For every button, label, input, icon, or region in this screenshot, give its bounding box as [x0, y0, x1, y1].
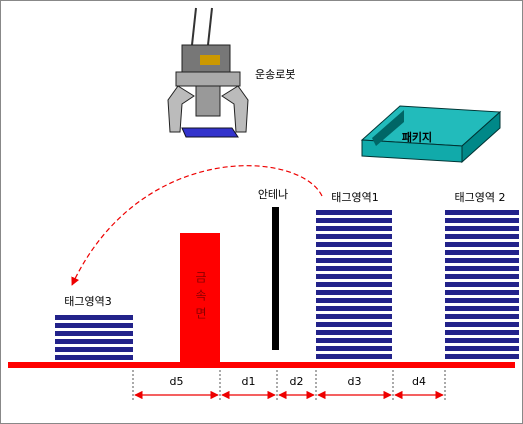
tag-stripe [445, 210, 519, 215]
tag-stripe [445, 322, 519, 327]
metal-plate [180, 233, 220, 365]
tag-area-label: 태그영역1 [331, 191, 378, 204]
tag-stripe [55, 339, 133, 344]
dimensions: d5 d1 d2 d3 d4 [132, 370, 446, 402]
robot-label: 운송로봇 [255, 68, 295, 81]
robot [167, 7, 249, 138]
tag-stripe [316, 210, 392, 215]
move-arrow [71, 165, 323, 286]
tag-stripe [55, 347, 133, 352]
dim-label: d4 [412, 375, 426, 388]
tag-stripe [445, 346, 519, 351]
tag-stripe [316, 354, 392, 359]
tag-stripe [316, 274, 392, 279]
dim-label: d5 [170, 375, 184, 388]
tag-stripe [316, 330, 392, 335]
tag-stripe [445, 290, 519, 295]
antenna-label: 안테나 [258, 188, 288, 201]
antenna [272, 207, 279, 350]
tag-stripe [316, 322, 392, 327]
tag-stripe [316, 306, 392, 311]
tag-stripe [316, 242, 392, 247]
tag-stripe [316, 250, 392, 255]
tag-stacks [55, 210, 519, 360]
tag-stripe [316, 298, 392, 303]
dim-label: d3 [348, 375, 362, 388]
dim-label: d1 [242, 375, 256, 388]
tag-stripe [445, 234, 519, 239]
tag-stripe [316, 338, 392, 343]
tag-stripe [445, 298, 519, 303]
tag-stripe [445, 306, 519, 311]
tag-stripe [445, 218, 519, 223]
metal-label: 금속면 [194, 271, 208, 325]
tag-stripe [445, 314, 519, 319]
tag-stripe [55, 315, 133, 320]
tag-stripe [316, 258, 392, 263]
package-label: 패키지 [402, 130, 432, 144]
package [360, 105, 502, 164]
tag-stripe [445, 330, 519, 335]
tag-stripe [445, 250, 519, 255]
tag-stripe [445, 258, 519, 263]
tag-stripe [445, 266, 519, 271]
tag-stripe [55, 355, 133, 360]
tag-stripe [316, 282, 392, 287]
dim-label: d2 [290, 375, 304, 388]
tag-stripe [316, 218, 392, 223]
tag-area-label: 태그영역 2 [455, 191, 506, 204]
tag-stripe [316, 226, 392, 231]
tag-area-label: 태그영역3 [64, 295, 111, 308]
tag-stripe [55, 331, 133, 336]
tag-stripe [316, 234, 392, 239]
tag-stripe [316, 346, 392, 351]
tag-stripe [445, 274, 519, 279]
tag-stripe [316, 266, 392, 271]
tag-stripe [445, 354, 519, 359]
tag-stripe [445, 226, 519, 231]
tag-stripe [445, 338, 519, 343]
tag-stripe [445, 282, 519, 287]
ground-line [8, 362, 515, 368]
tag-stripe [316, 290, 392, 295]
tag-stripe [445, 242, 519, 247]
tag-stripe [55, 323, 133, 328]
tag-stripe [316, 314, 392, 319]
